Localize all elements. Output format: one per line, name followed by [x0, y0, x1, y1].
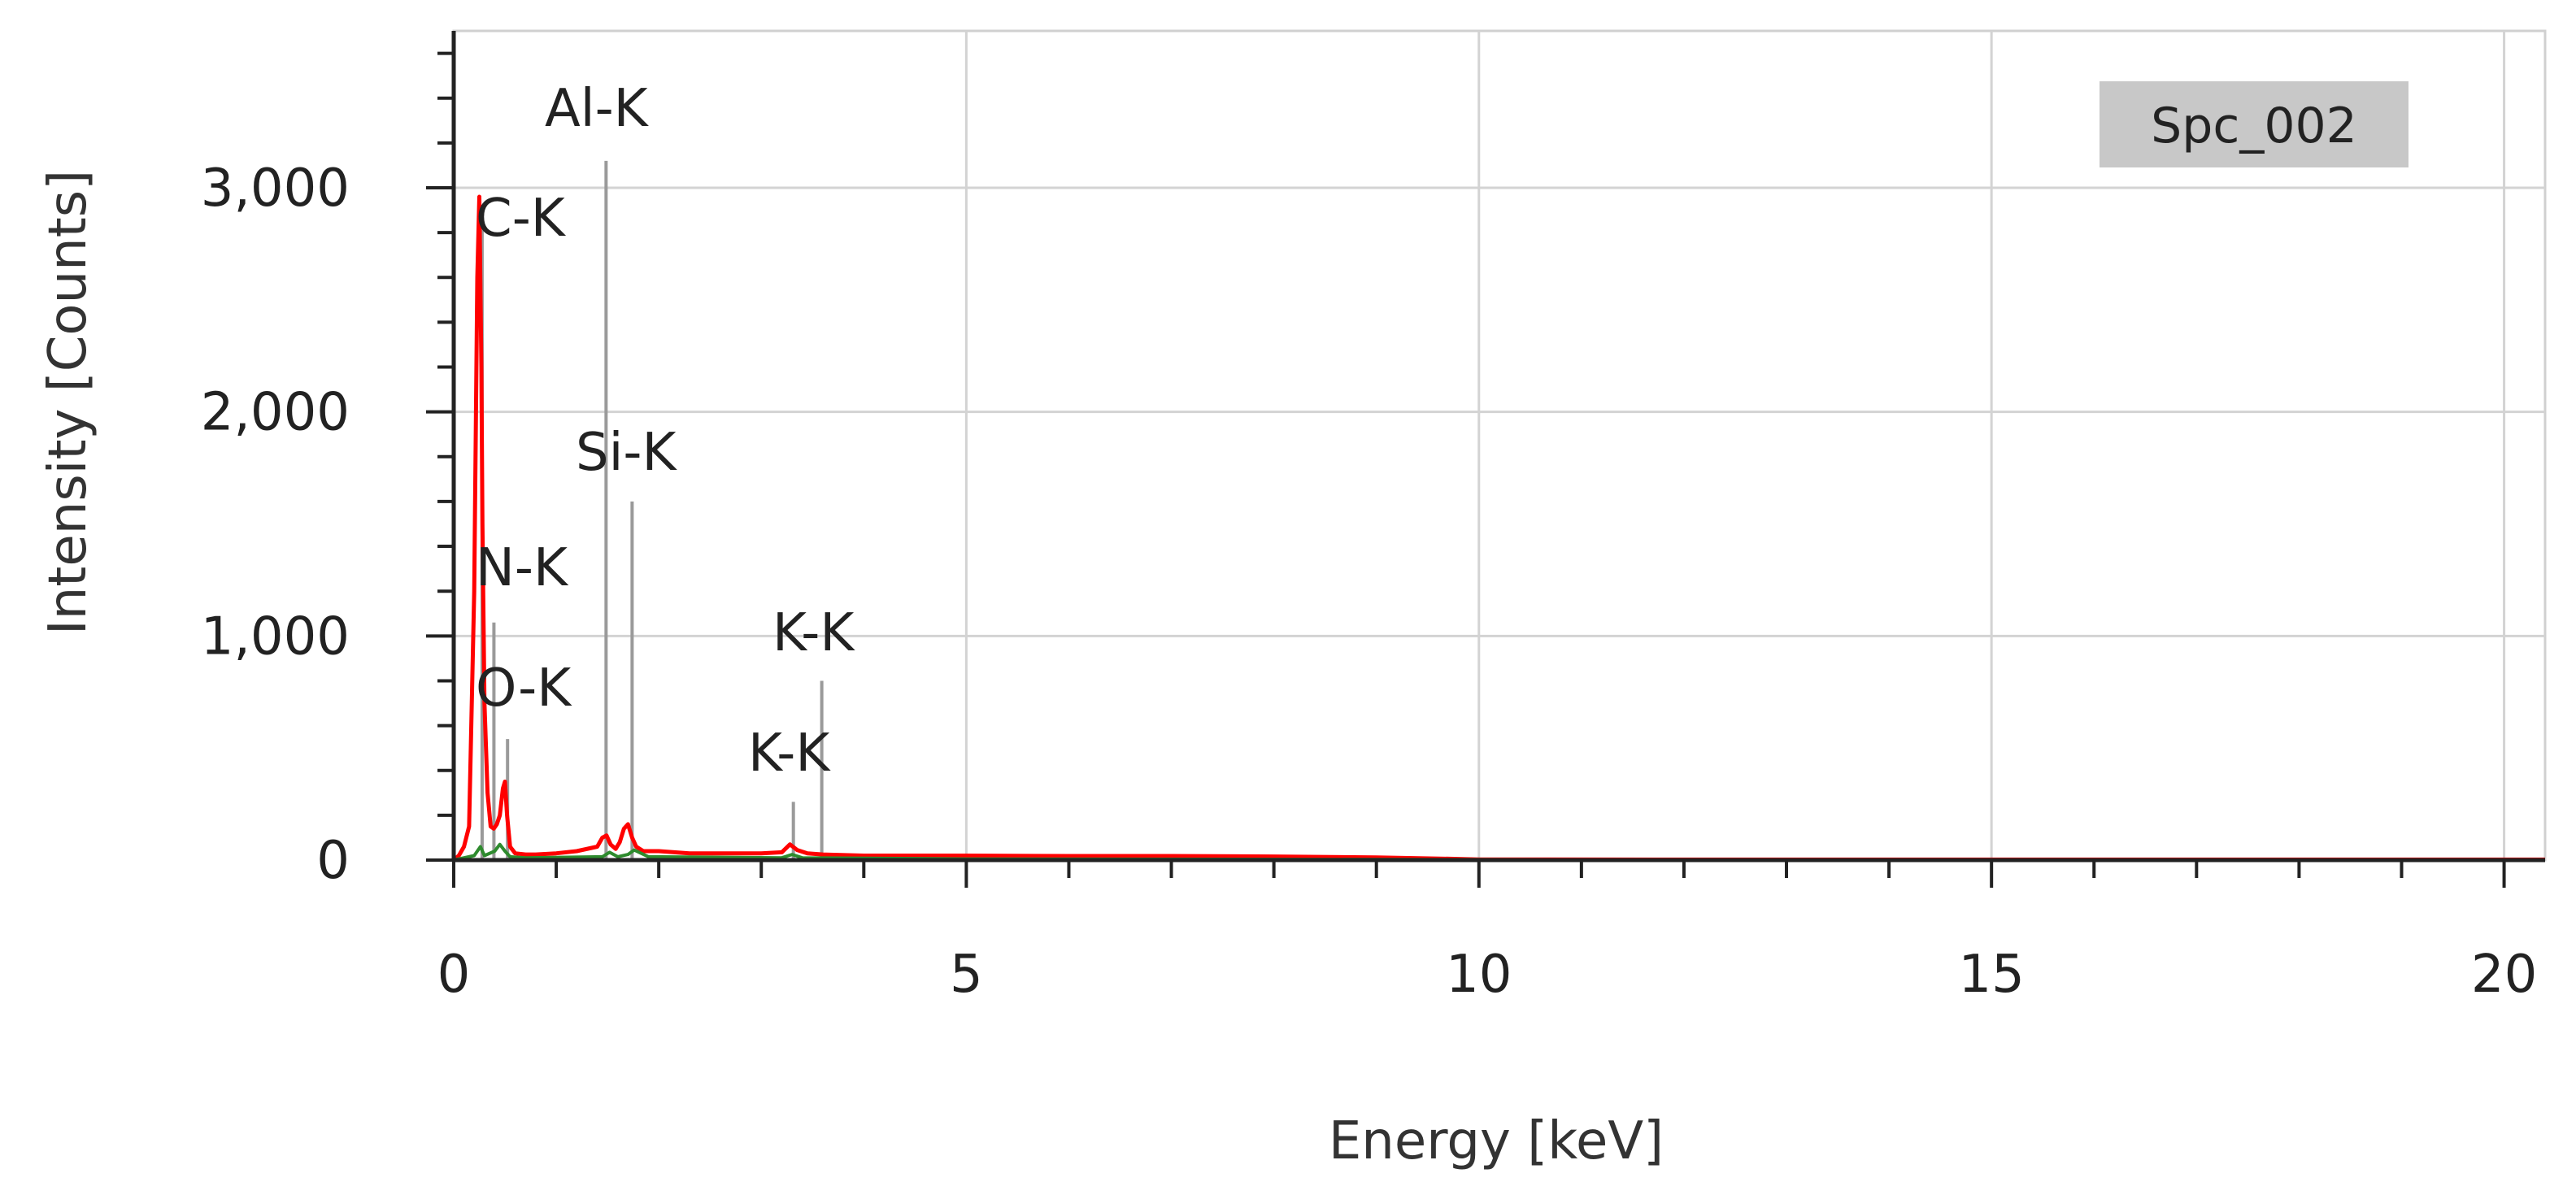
peak-label: Si-K — [576, 423, 678, 483]
y-tick-label: 3,000 — [201, 159, 350, 219]
peak-label: K-K — [772, 603, 855, 663]
x-tick-label: 5 — [950, 945, 983, 1005]
legend-label: Spc_002 — [2151, 98, 2357, 154]
label-layer: 0 5 10 15 20 0 1,000 2,000 3,000 C-K N-K O-K Al-K Si-… — [201, 79, 2538, 1005]
legend-box — [2100, 81, 2408, 167]
series-layer — [452, 194, 2546, 862]
series-line — [453, 842, 2546, 862]
x-tick-label: 20 — [2471, 945, 2537, 1005]
y-tick-label: 0 — [316, 831, 350, 891]
legend: Spc_002 — [2100, 81, 2408, 167]
x-tick-label: 15 — [1958, 945, 2024, 1005]
minor-tick-layer — [426, 51, 2506, 888]
x-tick-label: 0 — [437, 945, 471, 1005]
peak-label: C-K — [476, 189, 567, 249]
x-tick-label: 10 — [1446, 945, 1512, 1005]
y-axis-label: Intensity [Counts] — [38, 170, 98, 635]
y-tick-label: 2,000 — [201, 383, 350, 443]
axis-layer — [451, 31, 2545, 863]
y-tick-label: 1,000 — [201, 606, 350, 667]
peak-label: K-K — [748, 724, 831, 784]
x-axis-label: Energy [keV] — [1329, 1111, 1664, 1171]
series-line — [452, 194, 2545, 862]
peak-label: O-K — [476, 658, 572, 719]
peak-label: N-K — [476, 538, 569, 598]
peak-label: Al-K — [545, 79, 650, 139]
